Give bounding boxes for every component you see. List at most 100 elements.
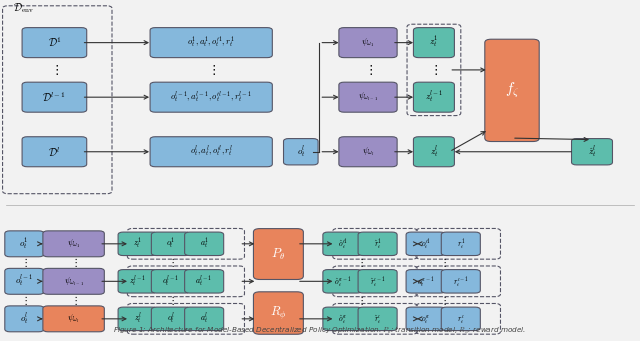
Text: $a_t^l$: $a_t^l$ — [200, 311, 209, 326]
Text: $o_t^1$: $o_t^1$ — [166, 236, 175, 251]
FancyBboxPatch shape — [323, 307, 362, 330]
Text: $\vdots$: $\vdots$ — [20, 256, 28, 269]
Text: $a_t^{l-1}$: $a_t^{l-1}$ — [195, 274, 213, 289]
FancyBboxPatch shape — [152, 270, 191, 293]
Text: $\mathcal{D}_\mathrm{env}$: $\mathcal{D}_\mathrm{env}$ — [13, 1, 35, 15]
FancyBboxPatch shape — [323, 232, 362, 255]
Text: $\mathcal{D}^{l-1}$: $\mathcal{D}^{l-1}$ — [42, 90, 67, 104]
Text: $\psi_{\omega_1}$: $\psi_{\omega_1}$ — [361, 36, 375, 49]
Text: $\vdots$: $\vdots$ — [70, 256, 77, 269]
Text: $r_t^l$: $r_t^l$ — [457, 312, 465, 326]
Text: $\psi_{\omega_{l-1}}$: $\psi_{\omega_{l-1}}$ — [63, 275, 84, 287]
FancyBboxPatch shape — [413, 137, 454, 167]
FancyBboxPatch shape — [413, 82, 454, 112]
Text: $\vdots$: $\vdots$ — [50, 63, 59, 77]
Text: $o_t^{\prime l}$: $o_t^{\prime l}$ — [421, 312, 430, 326]
FancyBboxPatch shape — [118, 307, 157, 330]
Text: $o_t^{l-1}, a_t^{l-1}, o_t^{\prime l-1}, r_t^{l-1}$: $o_t^{l-1}, a_t^{l-1}, o_t^{\prime l-1},… — [170, 90, 252, 105]
Text: Figure 1: Architecture for Model-Based Decentralized Policy Optimization. $P_\th: Figure 1: Architecture for Model-Based D… — [113, 324, 527, 337]
Text: $o_t^l$: $o_t^l$ — [167, 311, 175, 326]
Text: $\vdots$: $\vdots$ — [356, 256, 364, 269]
FancyBboxPatch shape — [358, 270, 397, 293]
Text: $z_t^l$: $z_t^l$ — [134, 311, 141, 326]
FancyBboxPatch shape — [442, 307, 481, 330]
Text: $r_t^1$: $r_t^1$ — [456, 236, 465, 251]
Text: $z_t^{l-1}$: $z_t^{l-1}$ — [129, 274, 146, 289]
Text: $\psi_{\omega_l}$: $\psi_{\omega_l}$ — [362, 146, 374, 158]
Text: $o_t^{l-1}$: $o_t^{l-1}$ — [15, 273, 34, 289]
FancyBboxPatch shape — [358, 232, 397, 255]
Text: $z_t^1$: $z_t^1$ — [429, 35, 438, 50]
FancyBboxPatch shape — [406, 232, 445, 255]
Text: $o_t^1, a_t^1, o_t^{\prime 1}, r_t^1$: $o_t^1, a_t^1, o_t^{\prime 1}, r_t^1$ — [188, 35, 235, 50]
FancyBboxPatch shape — [43, 231, 104, 257]
Text: $\vdots$: $\vdots$ — [167, 294, 175, 307]
Text: $\hat{o}_t^{\prime 1}$: $\hat{o}_t^{\prime 1}$ — [337, 236, 348, 251]
Text: $z_t^l$: $z_t^l$ — [429, 144, 438, 160]
Text: $P_\theta$: $P_\theta$ — [271, 247, 285, 262]
Text: $\mathcal{D}^1$: $\mathcal{D}^1$ — [47, 36, 61, 49]
FancyBboxPatch shape — [485, 39, 540, 142]
FancyBboxPatch shape — [150, 82, 273, 112]
FancyBboxPatch shape — [358, 307, 397, 330]
Text: $o_t^l, a_t^l, o_t^{\prime l}, r_t^l$: $o_t^l, a_t^l, o_t^{\prime l}, r_t^l$ — [189, 144, 233, 159]
FancyBboxPatch shape — [5, 306, 44, 332]
Text: $\psi_{\omega_l}$: $\psi_{\omega_l}$ — [67, 313, 80, 325]
Text: $\vdots$: $\vdots$ — [20, 294, 28, 307]
Text: $a_t^1$: $a_t^1$ — [200, 236, 209, 251]
FancyBboxPatch shape — [150, 28, 273, 58]
FancyBboxPatch shape — [43, 268, 104, 294]
Text: $\hat{r}_t^{l-1}$: $\hat{r}_t^{l-1}$ — [370, 274, 385, 289]
FancyBboxPatch shape — [339, 28, 397, 58]
Text: $z_t^1$: $z_t^1$ — [133, 236, 142, 251]
FancyBboxPatch shape — [22, 82, 87, 112]
Text: $\hat{r}_t^l$: $\hat{r}_t^l$ — [374, 312, 381, 326]
FancyBboxPatch shape — [284, 138, 318, 165]
Text: $\psi_{\omega_{l-1}}$: $\psi_{\omega_{l-1}}$ — [358, 91, 378, 103]
Text: $R_\phi$: $R_\phi$ — [270, 305, 287, 322]
Text: $o_t^l$: $o_t^l$ — [296, 144, 305, 160]
FancyBboxPatch shape — [184, 307, 224, 330]
Text: $o_t^{\prime 1}$: $o_t^{\prime 1}$ — [420, 236, 431, 251]
FancyBboxPatch shape — [118, 232, 157, 255]
Text: $o_t^1$: $o_t^1$ — [19, 236, 29, 252]
FancyBboxPatch shape — [442, 232, 481, 255]
FancyBboxPatch shape — [118, 270, 157, 293]
Text: $o_t^{l-1}$: $o_t^{l-1}$ — [163, 274, 179, 289]
Text: $\vdots$: $\vdots$ — [207, 63, 216, 77]
Text: $\vdots$: $\vdots$ — [439, 294, 447, 307]
Text: $f_\zeta$: $f_\zeta$ — [505, 80, 519, 100]
Text: $\vdots$: $\vdots$ — [167, 256, 175, 269]
FancyBboxPatch shape — [323, 270, 362, 293]
FancyBboxPatch shape — [184, 270, 224, 293]
Text: $\psi_{\omega_1}$: $\psi_{\omega_1}$ — [67, 238, 81, 250]
Text: $\vdots$: $\vdots$ — [356, 294, 364, 307]
FancyBboxPatch shape — [253, 228, 303, 280]
Text: $\mathcal{D}^l$: $\mathcal{D}^l$ — [48, 145, 61, 159]
FancyBboxPatch shape — [253, 292, 303, 334]
Text: $\vdots$: $\vdots$ — [364, 63, 372, 77]
FancyBboxPatch shape — [406, 307, 445, 330]
FancyBboxPatch shape — [184, 232, 224, 255]
FancyBboxPatch shape — [406, 270, 445, 293]
FancyBboxPatch shape — [43, 306, 104, 332]
FancyBboxPatch shape — [152, 232, 191, 255]
Text: $\hat{r}_t^1$: $\hat{r}_t^1$ — [374, 236, 381, 251]
FancyBboxPatch shape — [5, 268, 44, 294]
FancyBboxPatch shape — [339, 82, 397, 112]
FancyBboxPatch shape — [5, 231, 44, 257]
FancyBboxPatch shape — [22, 28, 87, 58]
Text: $\hat{o}_t^{\prime l}$: $\hat{o}_t^{\prime l}$ — [338, 312, 347, 326]
Text: $\vdots$: $\vdots$ — [439, 256, 447, 269]
Text: $r_t^{l-1}$: $r_t^{l-1}$ — [453, 274, 468, 289]
FancyBboxPatch shape — [150, 137, 273, 167]
FancyBboxPatch shape — [413, 28, 454, 58]
Text: $\vdots$: $\vdots$ — [70, 294, 77, 307]
FancyBboxPatch shape — [339, 137, 397, 167]
Text: $o_t^l$: $o_t^l$ — [20, 311, 29, 327]
Text: $o_t^{\prime l-1}$: $o_t^{\prime l-1}$ — [417, 274, 435, 289]
FancyBboxPatch shape — [572, 138, 612, 165]
Text: $\hat{o}_t^{\prime l-1}$: $\hat{o}_t^{\prime l-1}$ — [333, 274, 351, 289]
Text: $\hat{z}_t^l$: $\hat{z}_t^l$ — [588, 144, 596, 160]
FancyBboxPatch shape — [22, 137, 87, 167]
